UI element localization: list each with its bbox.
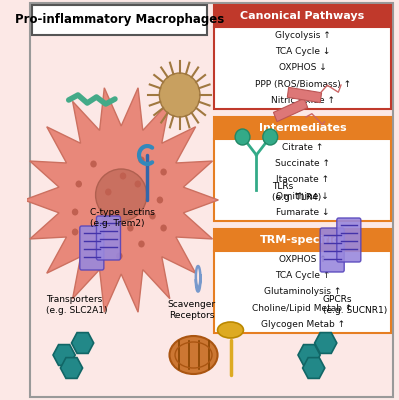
Text: TCA Cycle ↓: TCA Cycle ↓ [275, 47, 330, 56]
Circle shape [134, 180, 141, 188]
Circle shape [75, 180, 82, 188]
Text: Succinate ↑: Succinate ↑ [275, 159, 330, 168]
Polygon shape [287, 87, 322, 103]
Circle shape [116, 252, 122, 260]
Circle shape [101, 216, 108, 224]
Text: Itaconate ↑: Itaconate ↑ [276, 176, 329, 184]
Circle shape [263, 129, 278, 145]
Text: Citrate ↑: Citrate ↑ [282, 143, 323, 152]
FancyBboxPatch shape [214, 27, 391, 109]
Text: TRM-specific?: TRM-specific? [259, 235, 346, 245]
Polygon shape [60, 358, 83, 378]
FancyBboxPatch shape [214, 139, 391, 221]
Polygon shape [315, 333, 337, 353]
Text: Nitric Oxide ↑: Nitric Oxide ↑ [271, 96, 335, 105]
Circle shape [127, 224, 134, 232]
Text: TLRs
(e.g. TLR4): TLRs (e.g. TLR4) [272, 182, 321, 202]
Circle shape [160, 168, 167, 176]
Text: Transporters
(e.g. SLC2A1): Transporters (e.g. SLC2A1) [45, 295, 107, 315]
Text: PPP (ROS/Biomass) ↑: PPP (ROS/Biomass) ↑ [255, 80, 351, 89]
Text: Glycolysis ↑: Glycolysis ↑ [275, 31, 330, 40]
Circle shape [235, 129, 250, 145]
FancyBboxPatch shape [320, 228, 344, 272]
FancyBboxPatch shape [337, 218, 361, 262]
Circle shape [149, 212, 156, 220]
FancyBboxPatch shape [214, 5, 391, 27]
Text: Fumarate ↓: Fumarate ↓ [276, 208, 329, 217]
Circle shape [157, 196, 163, 204]
Ellipse shape [170, 336, 217, 374]
Text: Ornithine ↓: Ornithine ↓ [276, 192, 329, 201]
Polygon shape [53, 345, 75, 365]
FancyBboxPatch shape [97, 216, 120, 260]
FancyBboxPatch shape [214, 117, 391, 139]
Text: OXPHOS ↑: OXPHOS ↑ [279, 255, 326, 264]
Circle shape [94, 244, 101, 252]
Polygon shape [71, 333, 94, 353]
FancyBboxPatch shape [32, 5, 207, 35]
Circle shape [138, 240, 145, 248]
Ellipse shape [96, 169, 147, 221]
Ellipse shape [217, 322, 243, 338]
Circle shape [120, 172, 126, 180]
Text: TCA Cycle ↑: TCA Cycle ↑ [275, 271, 330, 280]
Text: Glycogen Metab ↑: Glycogen Metab ↑ [261, 320, 345, 329]
Circle shape [138, 156, 145, 164]
Polygon shape [302, 358, 325, 378]
Circle shape [90, 160, 97, 168]
Circle shape [159, 73, 200, 117]
Text: C-type Lectins
(e.g. Trem2): C-type Lectins (e.g. Trem2) [90, 208, 155, 228]
Text: GPCRs
(e.g. SUCNR1): GPCRs (e.g. SUCNR1) [323, 295, 387, 315]
Circle shape [72, 208, 78, 216]
FancyBboxPatch shape [214, 229, 391, 251]
Text: Choline/Lipid Metab ↑: Choline/Lipid Metab ↑ [253, 304, 353, 313]
Polygon shape [273, 98, 308, 122]
FancyBboxPatch shape [30, 3, 393, 397]
Polygon shape [298, 345, 320, 365]
Polygon shape [24, 88, 218, 312]
Text: Intermediates: Intermediates [259, 123, 346, 133]
Text: OXPHOS ↓: OXPHOS ↓ [279, 64, 326, 72]
Text: Glutaminolysis ↑: Glutaminolysis ↑ [264, 288, 341, 296]
Text: Scavenger
Receptors: Scavenger Receptors [168, 300, 216, 320]
FancyBboxPatch shape [214, 251, 391, 333]
Circle shape [160, 224, 167, 232]
Text: Pro-inflammatory Macrophages: Pro-inflammatory Macrophages [15, 14, 224, 26]
Circle shape [105, 188, 111, 196]
FancyBboxPatch shape [80, 226, 104, 270]
Circle shape [72, 228, 78, 236]
Text: Canonical Pathways: Canonical Pathways [241, 11, 365, 21]
